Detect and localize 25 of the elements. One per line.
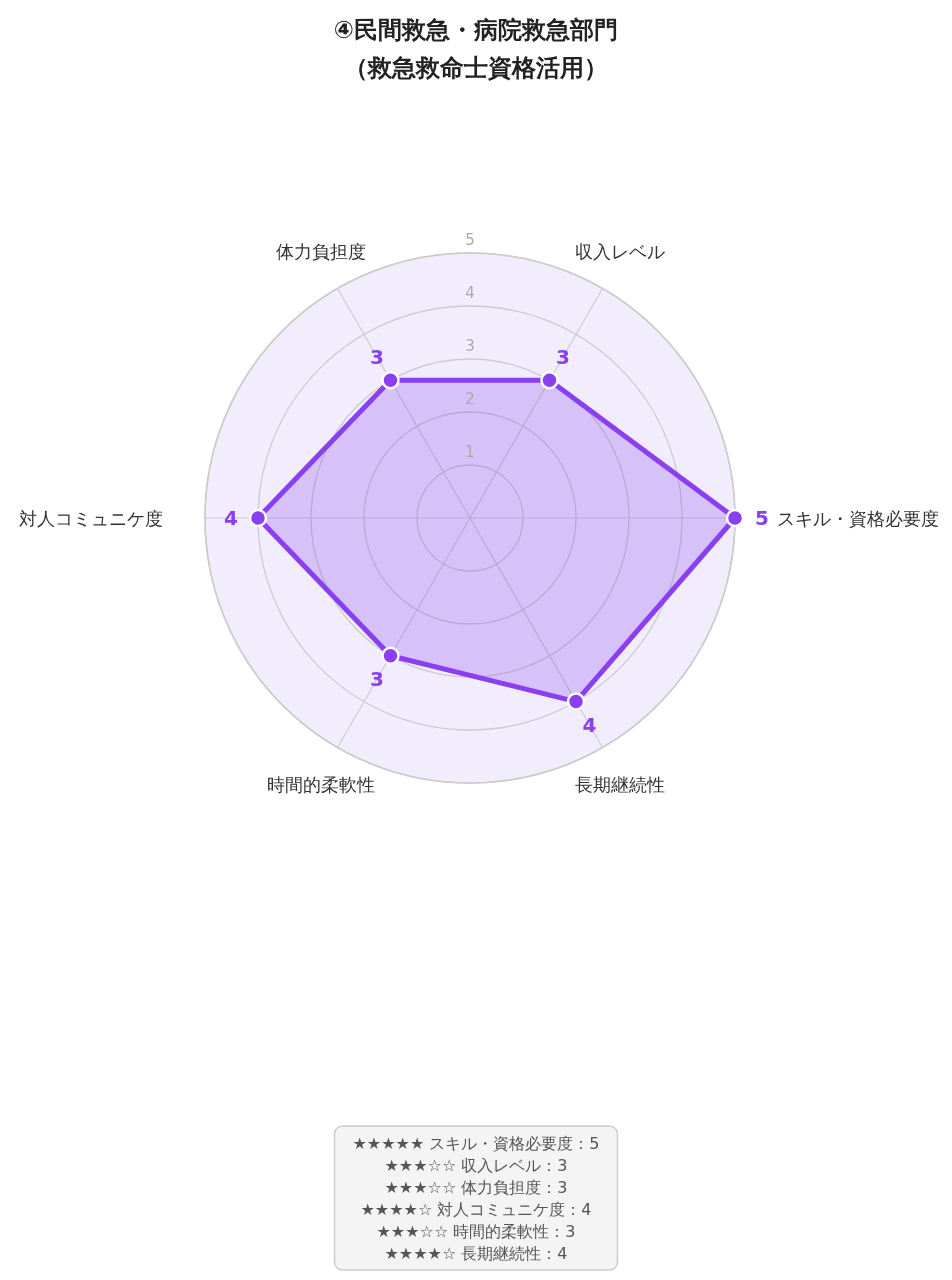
y-tick-label: 5 — [465, 231, 475, 249]
spoke-label: 長期継続性 — [574, 774, 665, 796]
data-label: 4 — [224, 506, 238, 530]
spoke-label: スキル・資格必要度 — [777, 507, 939, 529]
data-label: 3 — [556, 344, 570, 369]
text: ★★★★☆ 対人コミュニケ度：4 — [360, 1199, 592, 1219]
spoke-label: 収入レベル — [574, 240, 665, 262]
y-tick-label: 2 — [465, 390, 475, 408]
chart-title: ④民間救急・病院救急部門 — [333, 16, 619, 44]
data-label: 4 — [582, 712, 597, 737]
text: ★★★☆☆ 収入レベル：3 — [384, 1155, 568, 1175]
text: ★★★☆☆ 時間的柔軟性：3 — [376, 1221, 576, 1241]
data-label: 5 — [755, 506, 769, 530]
spoke-label: 対人コミュニケ度 — [19, 507, 163, 529]
spoke-label: 時間的柔軟性 — [266, 774, 375, 796]
data-label: 3 — [370, 344, 384, 369]
text: ★★★★★ スキル・資格必要度：5 — [352, 1133, 600, 1153]
spoke-label: 体力負担度 — [275, 240, 366, 262]
chart-subtitle: （救急救命士資格活用） — [344, 54, 608, 82]
y-tick-label: 3 — [465, 337, 475, 355]
data-label: 3 — [370, 667, 384, 692]
y-tick-label: 4 — [465, 284, 475, 302]
text: ★★★☆☆ 体力負担度：3 — [384, 1177, 568, 1197]
y-tick-label: 1 — [465, 443, 475, 461]
text: ★★★★☆ 長期継続性：4 — [384, 1243, 568, 1263]
